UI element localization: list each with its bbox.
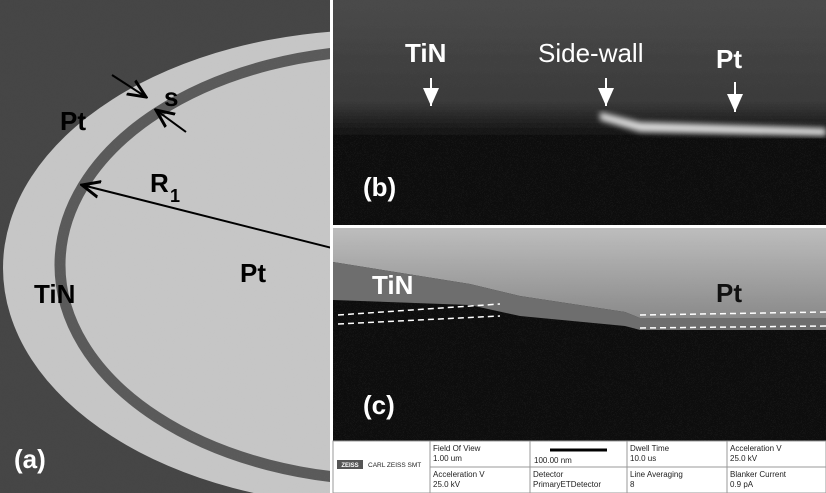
info-value: 25.0 kV bbox=[433, 480, 461, 489]
figure: Pt s R 1 TiN Pt (a) TiN Side-wall Pt (b)… bbox=[0, 0, 826, 493]
label: Pt bbox=[716, 44, 742, 74]
label: Pt bbox=[240, 258, 266, 288]
page: Pt s R 1 TiN Pt (a) TiN Side-wall Pt (b)… bbox=[0, 0, 826, 493]
info-bar: ZEISS CARL ZEISS SMT 100.00 nm Field Of … bbox=[333, 441, 826, 493]
label: TiN bbox=[372, 270, 413, 300]
info-label: Acceleration V bbox=[730, 444, 782, 453]
info-value: 10.0 us bbox=[630, 454, 656, 463]
info-label: Dwell Time bbox=[630, 444, 670, 453]
panel-c: TiN Pt (c) bbox=[333, 228, 826, 441]
info-value: 0.9 pA bbox=[730, 480, 754, 489]
logo: ZEISS bbox=[341, 463, 358, 469]
info-value: PrimaryETDetector bbox=[533, 480, 601, 489]
label: TiN bbox=[405, 38, 446, 68]
info-value: 1.00 um bbox=[433, 454, 462, 463]
label: TiN bbox=[34, 279, 75, 309]
label: Pt bbox=[60, 106, 86, 136]
company: CARL ZEISS SMT bbox=[368, 462, 421, 469]
info-label: Acceleration V bbox=[433, 470, 485, 479]
info-label: Detector bbox=[533, 470, 564, 479]
micrograph-b bbox=[333, 0, 826, 225]
scale-label: 100.00 nm bbox=[534, 456, 572, 465]
label-subscript: 1 bbox=[170, 186, 180, 206]
label: Pt bbox=[716, 278, 742, 308]
info-value: 8 bbox=[630, 480, 635, 489]
info-value: 25.0 kV bbox=[730, 454, 758, 463]
info-label: Line Averaging bbox=[630, 470, 683, 479]
label: Side-wall bbox=[538, 38, 644, 68]
panel-label: (a) bbox=[14, 444, 46, 474]
panel-label: (c) bbox=[363, 390, 395, 420]
panel-b: TiN Side-wall Pt (b) bbox=[333, 0, 826, 225]
label: s bbox=[164, 82, 178, 112]
panel-label: (b) bbox=[363, 172, 396, 202]
info-label: Blanker Current bbox=[730, 470, 787, 479]
label: R bbox=[150, 168, 169, 198]
info-label: Field Of View bbox=[433, 444, 481, 453]
